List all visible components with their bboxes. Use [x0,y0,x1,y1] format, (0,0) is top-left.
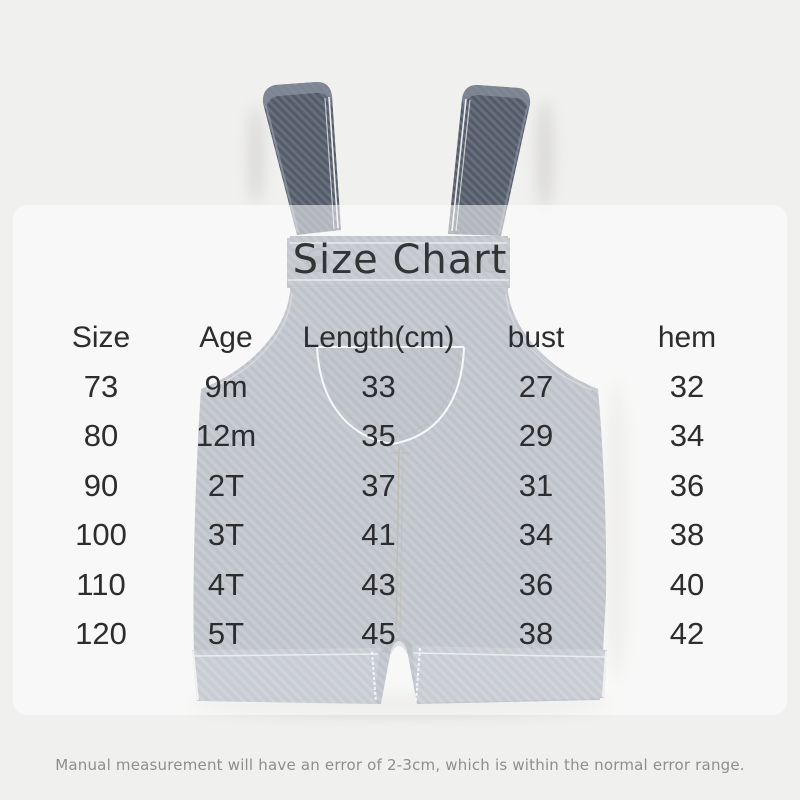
page-title: Size Chart [292,237,508,283]
size-table: Size Age Length(cm) bust hem 73 9m 33 27 32 80 12m 3… [13,314,796,659]
table-cell: 34 [518,517,554,553]
table-cell: 120 [75,616,127,652]
table-cell: 73 [83,368,119,404]
table-cell: 45 [361,616,396,652]
table-cell: 38 [518,616,554,652]
header-cell: bust [507,321,565,354]
left-strap [262,82,341,235]
table-cell: 90 [83,467,119,503]
header-cell: Length(cm) [302,321,455,354]
footer-note: Manual measurement will have an error of… [55,756,745,774]
table-cell: 34 [669,418,705,454]
table-row: 100 3T 41 34 38 [13,511,796,561]
table-cell: 32 [669,368,705,404]
table-cell: 31 [518,467,554,503]
table-cell: 100 [75,517,127,553]
table-header-row: Size Age Length(cm) bust hem [13,314,796,362]
table-cell: 41 [361,517,396,553]
table-cell: 42 [669,616,705,652]
table-row: 110 4T 43 36 40 [13,560,796,610]
table-row: 120 5T 45 38 42 [13,610,796,660]
table-cell: 37 [361,467,396,503]
table-cell: 4T [207,566,245,602]
table-cell: 2T [207,467,245,503]
table-cell: 33 [361,368,396,404]
table-cell: 3T [207,517,245,553]
table-cell: 36 [518,566,554,602]
table-row: 73 9m 33 27 32 [13,362,796,412]
table-cell: 110 [76,566,126,602]
header-cell: hem [657,321,717,354]
table-row: 90 2T 37 31 36 [13,461,796,511]
table-cell: 27 [518,368,554,404]
table-row: 80 12m 35 29 34 [13,412,796,462]
table-cell: 12m [195,418,257,454]
translucent-panel [13,205,787,715]
table-cell: 80 [83,418,119,454]
table-cell: 38 [669,517,705,553]
table-cell: 5T [207,616,245,652]
header-cell: Age [199,321,253,354]
table-cell: 40 [669,566,705,602]
header-cell: Size [71,321,131,354]
table-cell: 36 [669,467,705,503]
table-cell: 29 [518,418,554,454]
table-cell: 9m [204,368,248,404]
table-cell: 35 [361,418,396,454]
table-cell: 43 [361,566,396,602]
